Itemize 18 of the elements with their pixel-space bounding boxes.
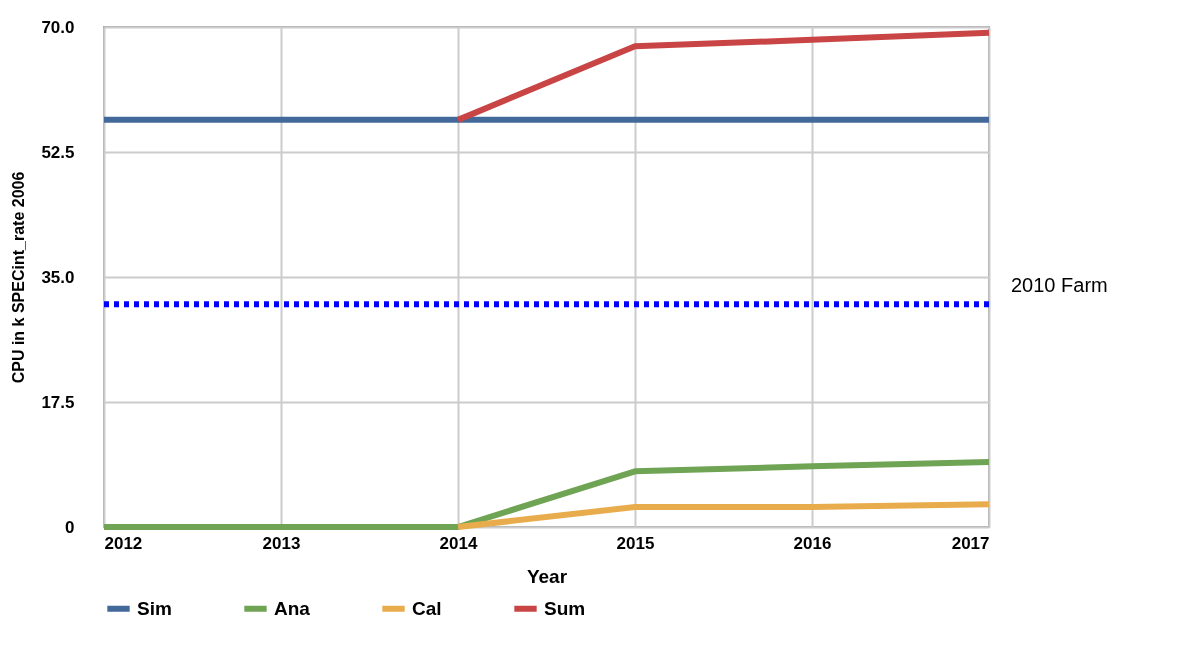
- ref-line-label: 2010 Farm: [1011, 274, 1108, 297]
- x-tick-label: 2012: [104, 533, 143, 553]
- x-tick-label: 2013: [262, 533, 301, 553]
- legend-label: Cal: [412, 597, 442, 619]
- y-axis-title: CPU in k SPECint_rate 2006: [10, 171, 28, 384]
- legend-label: Ana: [274, 597, 311, 619]
- y-tick-label: 52.5: [41, 142, 75, 162]
- x-tick-label: 2015: [616, 533, 655, 553]
- x-tick-label: 2016: [793, 533, 832, 553]
- y-tick-label: 0: [65, 517, 75, 537]
- x-tick-label: 2014: [439, 533, 478, 553]
- y-tick-label: 70.0: [41, 17, 75, 37]
- y-tick-label: 17.5: [41, 392, 75, 412]
- y-tick-label: 35.0: [41, 267, 75, 287]
- legend-label: Sim: [137, 597, 172, 619]
- x-tick-label: 2017: [951, 533, 990, 553]
- x-axis-title: Year: [526, 565, 568, 587]
- legend-label: Sum: [544, 597, 586, 619]
